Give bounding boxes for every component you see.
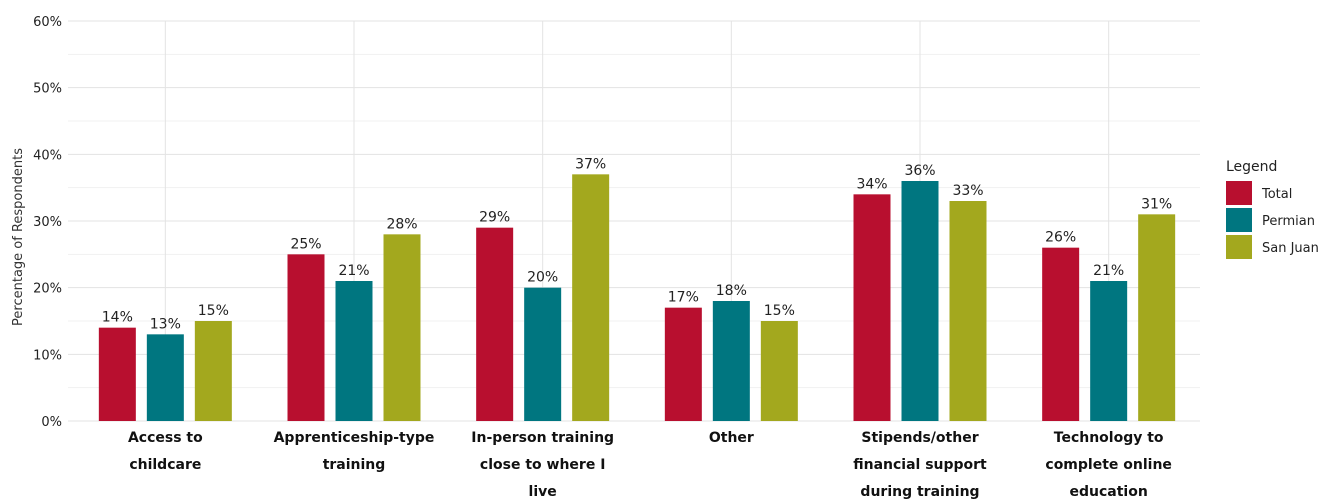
- bar-permian: [1090, 281, 1128, 421]
- legend-swatch: [1226, 181, 1252, 205]
- x-category-label: Technology to complete online education: [1045, 430, 1172, 500]
- legend-label: Permian: [1262, 214, 1315, 229]
- data-label: 37%: [575, 156, 606, 172]
- bar-san-juan: [572, 174, 610, 421]
- x-category-label: Access to childcare: [128, 430, 203, 473]
- y-axis-label: Percentage of Respondents: [11, 148, 26, 326]
- data-label: 34%: [856, 176, 887, 192]
- data-label: 14%: [102, 310, 133, 326]
- bar-total: [476, 227, 514, 421]
- y-tick-label: 20%: [33, 282, 62, 297]
- data-label: 33%: [952, 183, 983, 199]
- data-label: 15%: [198, 303, 229, 319]
- bar-san-juan: [383, 234, 421, 421]
- legend-label: San Juan: [1262, 241, 1319, 256]
- y-tick-label: 40%: [33, 148, 62, 163]
- x-category-label: Apprenticeship-type training: [274, 430, 435, 473]
- data-label: 15%: [764, 303, 795, 319]
- bar-total: [1042, 247, 1080, 421]
- bar-permian: [712, 301, 750, 421]
- y-tick-label: 30%: [33, 215, 62, 230]
- data-label: 20%: [527, 270, 558, 286]
- data-label: 17%: [668, 290, 699, 306]
- data-label: 28%: [386, 216, 417, 232]
- bar-permian: [901, 181, 939, 421]
- y-axis-ticks: 0% 10% 20% 30% 40% 50% 60%: [33, 15, 62, 430]
- bar-total: [853, 194, 891, 421]
- bar-permian: [335, 281, 373, 421]
- data-label: 36%: [904, 163, 935, 179]
- data-label: 25%: [290, 236, 321, 252]
- bar-total: [98, 327, 136, 421]
- y-tick-label: 0%: [41, 415, 62, 430]
- bars: [98, 174, 1176, 421]
- bar-san-juan: [1138, 214, 1176, 421]
- data-label: 21%: [1093, 263, 1124, 279]
- x-category-label: Other: [709, 430, 754, 446]
- bar-san-juan: [194, 321, 232, 421]
- bar-permian: [524, 287, 562, 421]
- legend-swatch: [1226, 235, 1252, 259]
- bar-total: [664, 307, 702, 421]
- y-tick-label: 60%: [33, 15, 62, 30]
- grid-lines: [68, 20, 1200, 422]
- data-label: 13%: [150, 316, 181, 332]
- legend-label: Total: [1261, 187, 1292, 202]
- bar-san-juan: [949, 201, 987, 421]
- legend-title: Legend: [1226, 159, 1277, 175]
- y-tick-label: 50%: [33, 82, 62, 97]
- y-tick-label: 10%: [33, 348, 62, 363]
- data-label: 26%: [1045, 230, 1076, 246]
- data-labels: 14% 13% 15% 25% 21% 28% 29% 20% 37% 17% 18% 15% 34% 3…: [102, 156, 1172, 332]
- legend-swatch: [1226, 208, 1252, 232]
- bar-san-juan: [760, 321, 798, 421]
- legend: Legend Total Permian San Juan: [1226, 159, 1319, 259]
- data-label: 21%: [338, 263, 369, 279]
- bar-total: [287, 254, 325, 421]
- x-category-label: Stipends/other financial support during tr…: [853, 430, 987, 500]
- data-label: 31%: [1141, 196, 1172, 212]
- data-label: 18%: [716, 283, 747, 299]
- bar-permian: [146, 334, 184, 421]
- x-axis-categories: Access to childcare Apprenticeship-type tra…: [128, 430, 1172, 500]
- data-label: 29%: [479, 210, 510, 226]
